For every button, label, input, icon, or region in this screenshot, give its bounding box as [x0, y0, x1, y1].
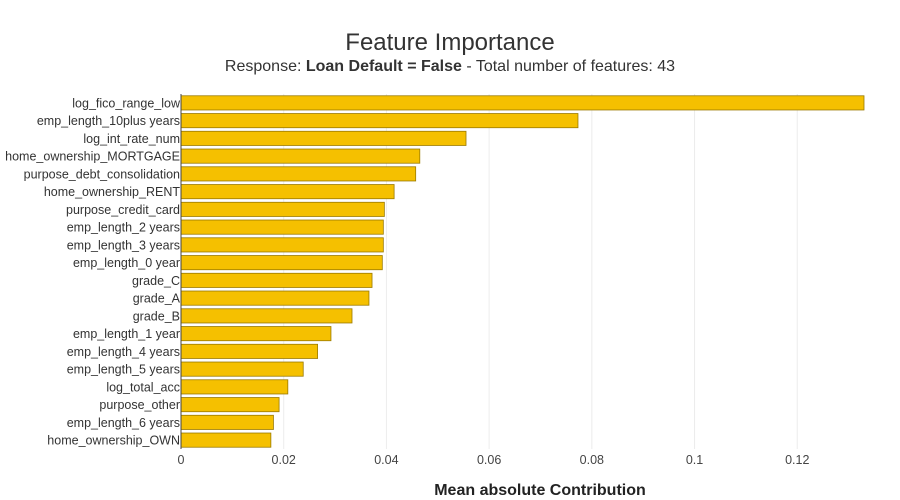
category-label: emp_length_2 years: [67, 221, 180, 235]
grid-lines: [283, 94, 798, 449]
bar: [180, 414, 274, 430]
bar: [180, 219, 384, 235]
category-label: grade_C: [132, 274, 180, 288]
bar: [180, 201, 385, 217]
category-label: log_total_acc: [106, 380, 180, 394]
chart-title: Feature Importance: [345, 29, 554, 56]
x-tick-label: 0.12: [785, 453, 809, 467]
category-label: emp_length_1 year: [73, 327, 180, 341]
bar: [180, 326, 332, 342]
subtitle-response: Loan Default = False: [306, 58, 462, 75]
category-label: log_int_rate_num: [83, 132, 180, 146]
bar: [180, 290, 370, 306]
x-tick-label: 0.02: [272, 453, 296, 467]
bar: [180, 148, 421, 164]
category-label: emp_length_3 years: [67, 238, 180, 252]
chart-subtitle: Response: Loan Default = False - Total n…: [225, 58, 675, 75]
bar: [180, 361, 304, 377]
x-tick-label: 0: [178, 453, 185, 467]
category-label: home_ownership_RENT: [44, 185, 181, 199]
x-tick-label: 0.1: [686, 453, 703, 467]
category-label: grade_A: [133, 292, 181, 306]
bar: [180, 184, 395, 200]
x-tick-label: 0.08: [580, 453, 604, 467]
category-label: grade_B: [133, 309, 180, 323]
bar: [180, 95, 865, 111]
x-axis-label: Mean absolute Contribution: [434, 482, 646, 499]
bar: [180, 130, 467, 146]
subtitle-suffix: - Total number of features: 43: [462, 58, 675, 75]
category-label: purpose_debt_consolidation: [24, 167, 180, 181]
category-label: emp_length_6 years: [67, 416, 180, 430]
bar: [180, 272, 373, 288]
x-tick-label: 0.04: [374, 453, 398, 467]
category-labels: log_fico_range_low emp_length_10plus year…: [5, 96, 181, 447]
category-label: log_fico_range_low: [72, 96, 181, 110]
bar: [180, 166, 417, 182]
bar: [180, 432, 272, 448]
x-tick-labels: 0 0.02 0.04 0.06 0.08 0.1 0.12: [178, 453, 810, 467]
bar: [180, 237, 384, 253]
subtitle-prefix: Response:: [225, 58, 306, 75]
category-label: emp_length_0 year: [73, 256, 180, 270]
category-label: purpose_credit_card: [66, 203, 180, 217]
category-label: home_ownership_MORTGAGE: [5, 150, 180, 164]
category-label: emp_length_4 years: [67, 345, 180, 359]
bar: [180, 379, 289, 395]
category-label: purpose_other: [99, 398, 180, 412]
x-tick-label: 0.06: [477, 453, 501, 467]
bar: [180, 397, 280, 413]
bar: [180, 343, 319, 359]
bar: [180, 113, 579, 129]
bar: [180, 308, 353, 324]
bar: [180, 255, 383, 271]
category-label: emp_length_5 years: [67, 363, 180, 377]
category-label: home_ownership_OWN: [47, 434, 180, 448]
category-label: emp_length_10plus years: [37, 114, 180, 128]
